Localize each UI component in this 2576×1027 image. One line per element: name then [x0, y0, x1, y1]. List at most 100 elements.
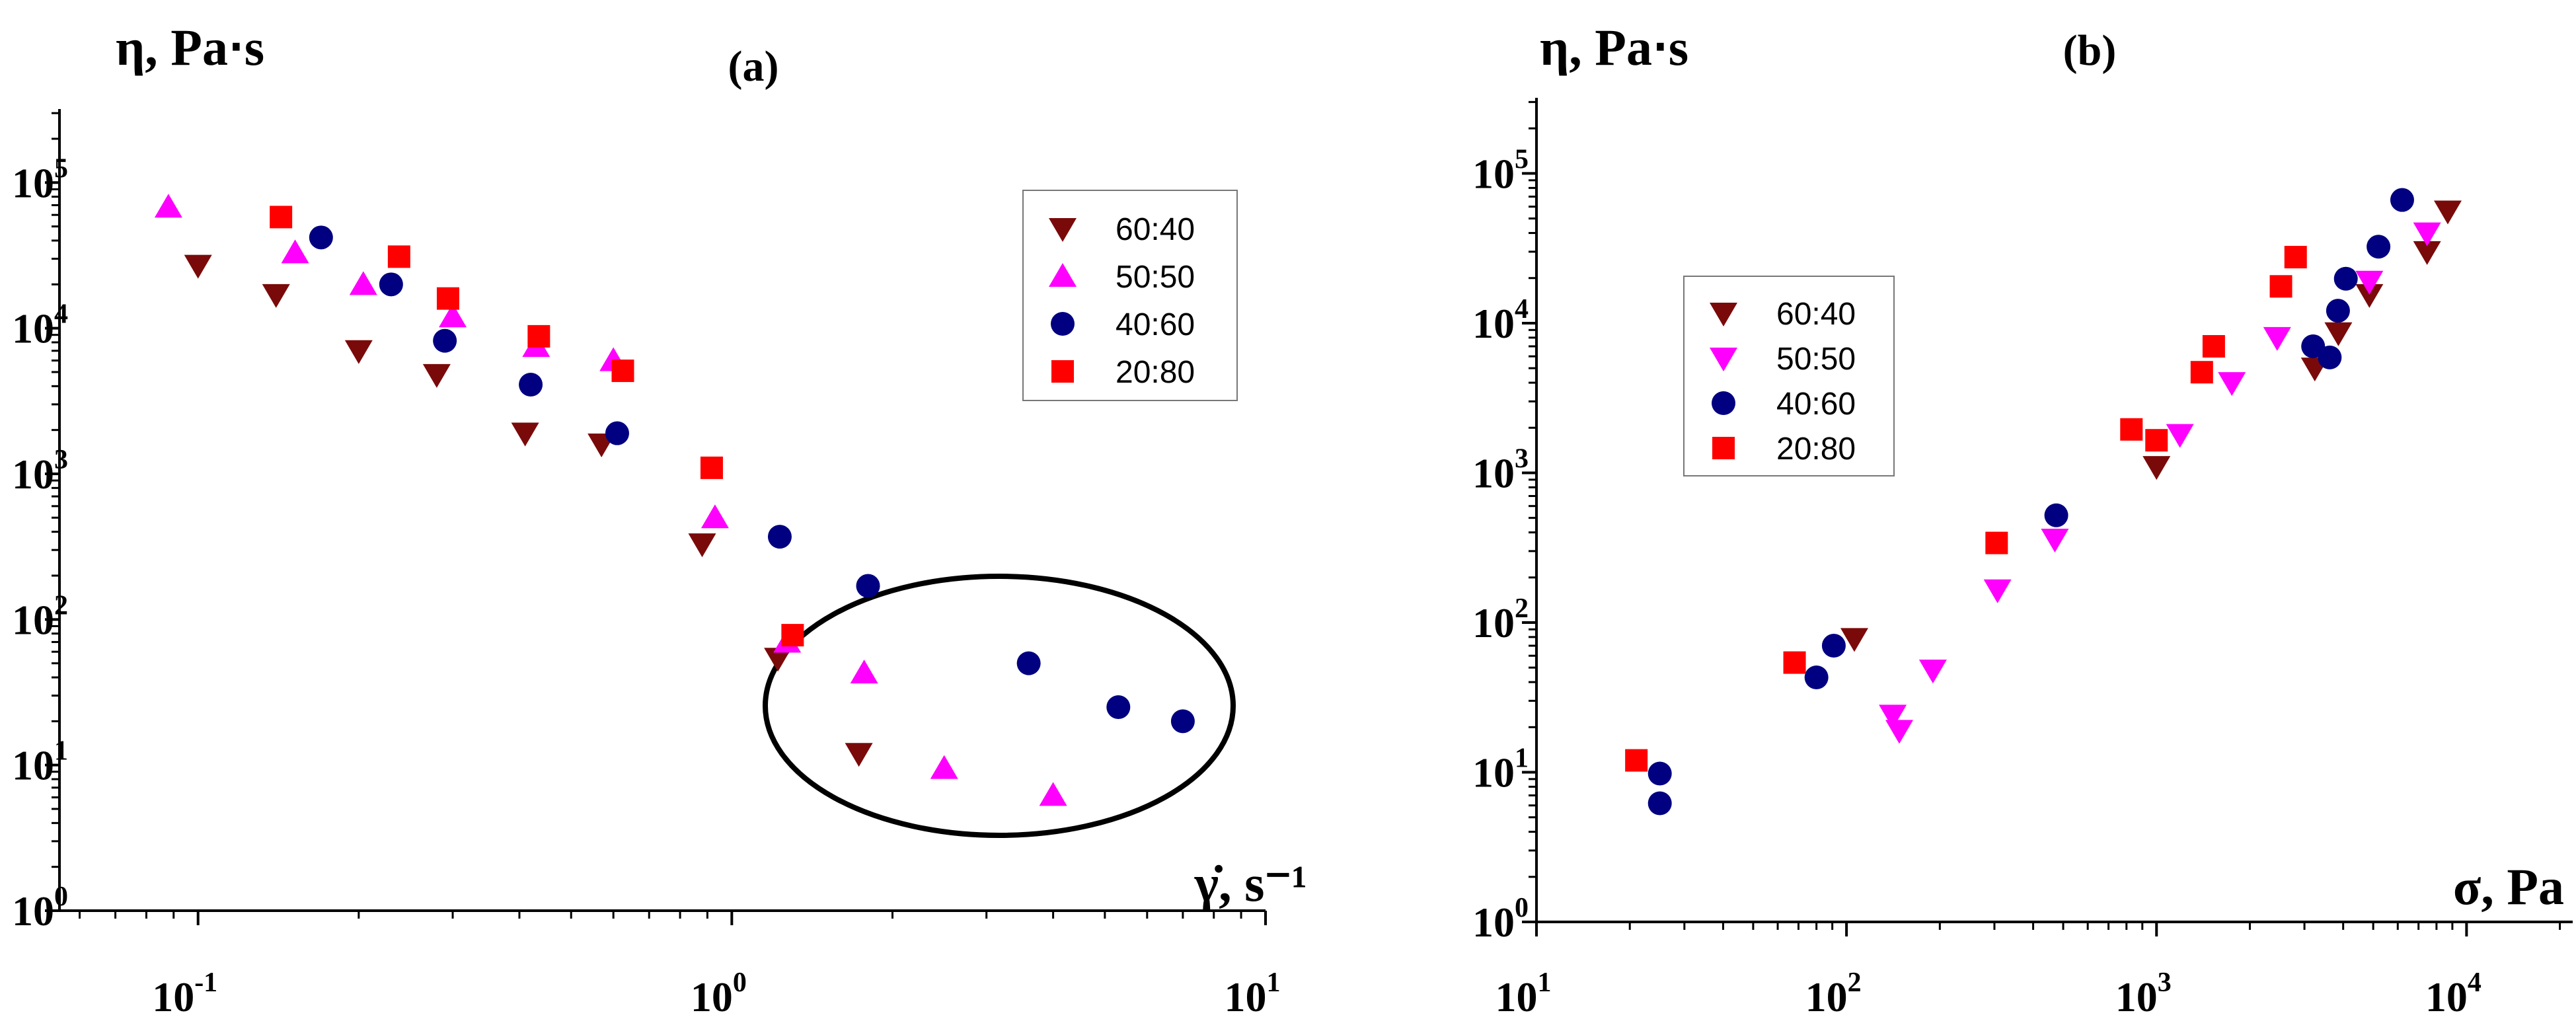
- data-point: [2166, 424, 2194, 448]
- y-axis-title: η, Pa⋅s: [1540, 19, 1688, 76]
- y-tick-exponent: 4: [54, 299, 68, 330]
- x-tick-exponent: 2: [1848, 968, 1862, 998]
- data-point: [519, 372, 543, 397]
- data-point: [511, 422, 539, 447]
- data-point: [1885, 720, 1913, 744]
- series-50-50: [154, 194, 1067, 806]
- data-point: [1918, 660, 1947, 684]
- data-point: [1648, 791, 1672, 816]
- y-tick-exponent: 1: [54, 736, 68, 767]
- data-point: [2318, 345, 2342, 369]
- data-point: [1016, 651, 1041, 675]
- series-40-60: [1648, 188, 2414, 816]
- y-tick-exponent: 0: [54, 882, 68, 912]
- data-point: [2284, 246, 2307, 269]
- panel-label: (b): [2063, 26, 2117, 75]
- data-point: [1804, 665, 1829, 689]
- data-point: [930, 755, 958, 779]
- x-tick-exponent: 1: [1267, 968, 1281, 998]
- y-tick-exponent: 5: [54, 153, 68, 184]
- data-point: [1985, 531, 2008, 554]
- data-point: [2390, 188, 2414, 212]
- data-point: [2142, 456, 2171, 480]
- x-axis-title: γ̇, s⁻¹: [1194, 855, 1307, 912]
- data-point: [845, 743, 873, 767]
- series-20-80: [1625, 246, 2307, 772]
- data-point: [1039, 782, 1067, 806]
- legend-marker: [1710, 303, 1737, 326]
- data-point: [2326, 299, 2350, 323]
- data-point: [309, 225, 333, 250]
- y-tick-label: 100: [12, 882, 68, 934]
- y-axis-title: η, Pa⋅s: [116, 19, 264, 76]
- data-point: [2190, 361, 2213, 384]
- data-point: [422, 363, 451, 388]
- panel-label: (a): [728, 42, 779, 91]
- data-point: [611, 360, 634, 383]
- data-point: [688, 533, 716, 558]
- x-tick-exponent: 1: [1538, 968, 1552, 998]
- data-point: [2218, 372, 2246, 397]
- legend-label: 60:40: [1116, 212, 1195, 247]
- data-point: [436, 287, 459, 310]
- y-tick-exponent: 0: [1515, 893, 1529, 923]
- data-point: [701, 504, 729, 529]
- series-60-40: [1840, 200, 2462, 652]
- x-tick-exponent: 4: [2468, 968, 2481, 998]
- legend-marker: [1712, 391, 1735, 415]
- data-point: [2041, 528, 2069, 552]
- series-60-40: [184, 254, 873, 767]
- y-tick-exponent: 5: [1515, 144, 1529, 174]
- data-point: [387, 245, 410, 268]
- legend-label: 40:60: [1776, 387, 1856, 422]
- data-point: [344, 340, 373, 364]
- data-point: [2202, 335, 2225, 358]
- data-point: [184, 254, 212, 279]
- data-point: [262, 284, 290, 308]
- legend-label: 60:40: [1776, 297, 1856, 332]
- y-tick-exponent: 2: [1515, 593, 1529, 624]
- legend: 60:40 50:50 40:60 20:80: [1022, 190, 1238, 401]
- data-point: [1840, 628, 1868, 652]
- x-tick-exponent: 0: [733, 968, 747, 998]
- x-tick-label: 101: [1496, 968, 1552, 1020]
- series-20-80: [270, 206, 804, 647]
- data-point: [2044, 503, 2068, 527]
- data-point: [781, 624, 804, 647]
- data-point: [379, 272, 403, 297]
- data-point: [2355, 270, 2384, 295]
- data-point: [1625, 749, 1648, 772]
- data-point: [856, 574, 880, 598]
- legend-marker: [1049, 263, 1077, 287]
- legend-marker: [1051, 312, 1075, 336]
- y-tick-exponent: 4: [1515, 294, 1529, 324]
- data-point: [1821, 634, 1846, 658]
- data-point: [2263, 326, 2291, 351]
- y-tick-exponent: 3: [54, 445, 68, 475]
- legend-marker: [1051, 360, 1074, 383]
- legend-marker: [1049, 218, 1077, 242]
- legend-label: 40:60: [1116, 307, 1195, 342]
- data-point: [439, 303, 467, 328]
- data-point: [2333, 266, 2358, 291]
- data-point: [2355, 284, 2384, 308]
- data-point: [2145, 429, 2168, 452]
- legend-marker: [1712, 437, 1735, 459]
- y-tick-exponent: 2: [54, 590, 68, 621]
- data-point: [433, 328, 457, 353]
- data-point: [2433, 200, 2462, 225]
- legend-label: 20:80: [1776, 432, 1856, 467]
- data-point: [270, 206, 293, 229]
- data-point: [281, 239, 309, 264]
- y-tick-exponent: 3: [1515, 443, 1529, 474]
- y-tick-exponent: 1: [1515, 743, 1529, 773]
- annotation-ellipse: [763, 574, 1236, 838]
- x-tick-exponent: -1: [194, 968, 217, 998]
- data-point: [1648, 761, 1672, 786]
- data-point: [1170, 709, 1195, 734]
- legend-label: 20:80: [1116, 355, 1195, 390]
- data-point: [1879, 704, 1907, 729]
- data-point: [850, 660, 878, 684]
- data-point: [605, 421, 629, 445]
- data-point: [767, 525, 792, 549]
